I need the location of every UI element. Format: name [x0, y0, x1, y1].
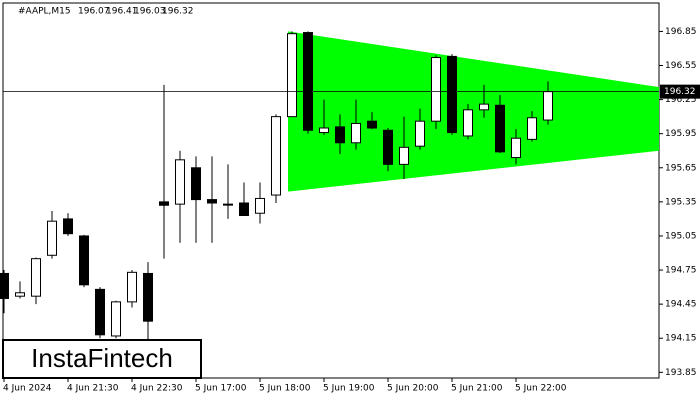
candle-body	[271, 116, 281, 196]
y-tick-label: 194.15	[665, 334, 697, 344]
x-tick-label: 5 Jun 19:00	[323, 384, 375, 394]
candle-body	[527, 117, 537, 140]
header-low: 196.03	[134, 7, 166, 17]
candle-body	[303, 32, 313, 131]
header-close: 196.32	[162, 7, 194, 17]
candle-body	[159, 201, 169, 206]
watermark: InstaFintech	[31, 343, 173, 373]
candle-body	[511, 137, 521, 159]
y-tick-label: 194.45	[665, 300, 697, 310]
candle-body	[127, 271, 137, 303]
y-tick-label: 194.75	[665, 266, 697, 276]
symbol: #AAPL,M15	[18, 7, 71, 17]
candle-body	[335, 126, 345, 144]
x-tick-label: 5 Jun 22:00	[515, 384, 567, 394]
candle-body	[415, 120, 425, 147]
y-tick-label: 193.85	[665, 368, 697, 378]
candle-body	[0, 272, 9, 299]
price-label: 196.32	[664, 87, 696, 97]
candle-body	[287, 33, 297, 118]
y-tick-label: 195.35	[665, 197, 697, 207]
price-label-box	[660, 84, 700, 99]
y-tick-label: 196.25	[665, 95, 697, 105]
candle-body	[95, 288, 105, 336]
y-tick-label: 195.95	[665, 129, 697, 139]
x-tick-label: 4 Jun 22:30	[131, 384, 183, 394]
candle-body	[207, 199, 217, 204]
candle-body	[399, 146, 409, 165]
candle-body	[191, 167, 201, 201]
candle-body	[543, 91, 553, 121]
watermark-box	[2, 339, 202, 379]
plot-area	[0, 31, 659, 342]
header-high: 196.41	[106, 7, 138, 17]
candle-body	[239, 202, 249, 216]
candle-body	[367, 120, 377, 129]
candle-body	[431, 57, 441, 122]
candle-body	[15, 292, 25, 297]
candle-body	[255, 197, 265, 214]
header-open: 196.07	[78, 7, 110, 17]
candle-body	[63, 218, 73, 235]
y-tick-label: 195.05	[665, 231, 697, 241]
candle-body	[79, 235, 89, 286]
candle-body	[319, 127, 329, 134]
candle-body	[223, 203, 233, 206]
y-tick-label: 195.65	[665, 163, 697, 173]
candle-body	[111, 301, 121, 337]
x-tick-label: 4 Jun 21:30	[67, 384, 119, 394]
pattern-triangle	[288, 31, 659, 192]
candle-body	[479, 103, 489, 111]
candle-body	[31, 258, 41, 297]
x-tick-label: 5 Jun 18:00	[259, 384, 311, 394]
candle-body	[175, 159, 185, 205]
x-tick-label: 5 Jun 20:00	[387, 384, 439, 394]
x-tick-label: 5 Jun 17:00	[195, 384, 247, 394]
candle-body	[351, 122, 361, 144]
candle-body	[47, 220, 57, 256]
candle-body	[383, 129, 393, 165]
candle-body	[495, 104, 505, 153]
x-tick-label: 4 Jun 2024	[3, 384, 52, 394]
candle-body	[463, 109, 473, 137]
candle-body	[447, 55, 457, 134]
x-tick-label: 5 Jun 21:00	[451, 384, 503, 394]
candle-body	[143, 272, 153, 322]
y-tick-label: 196.85	[665, 27, 697, 37]
y-tick-label: 196.55	[665, 61, 697, 71]
